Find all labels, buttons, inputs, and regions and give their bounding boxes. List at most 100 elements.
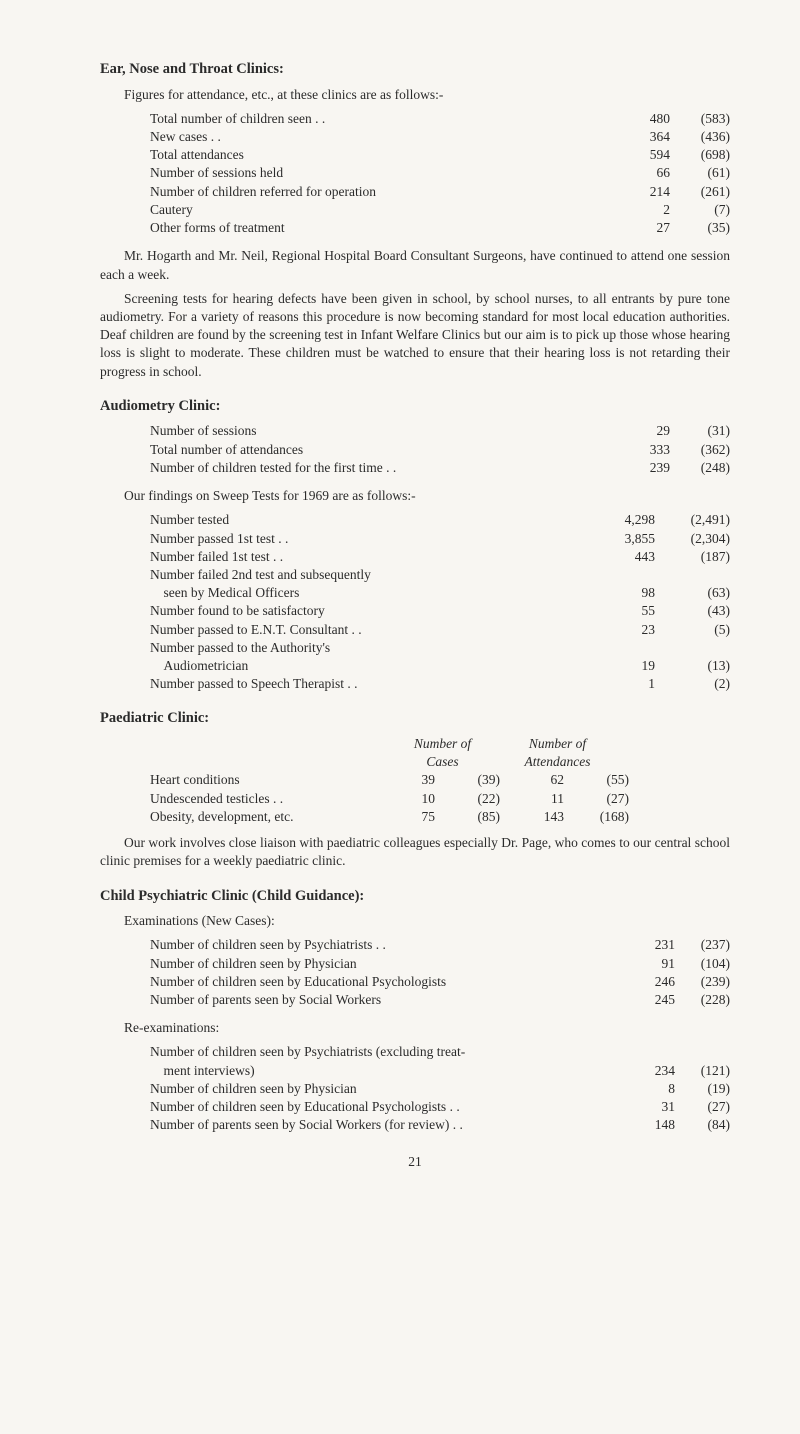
stat-row: Number of children seen by Psychiatrists… [150, 936, 730, 954]
stat-value-prev: (239) [675, 973, 730, 991]
stat-row: Number of sessions29(31) [150, 422, 730, 440]
stat-label: ment interviews) [150, 1062, 255, 1080]
stat-label: Number tested [150, 511, 229, 529]
stat-row: Number failed 1st test . .443(187) [150, 548, 730, 566]
paed-col1-header-l1: Number of [385, 735, 500, 753]
stat-row: Number of children seen by Psychiatrists… [150, 1043, 730, 1061]
stat-label: Number of children tested for the first … [150, 459, 396, 477]
stat-row: Number of parents seen by Social Workers… [150, 991, 730, 1009]
child-psych-sub2: Re-examinations: [100, 1019, 730, 1037]
stat-value: 333 [615, 441, 670, 459]
child-psych-sub1: Examinations (New Cases): [100, 912, 730, 930]
stat-row: Total attendances594(698) [150, 146, 730, 164]
paediatric-row-label: Heart conditions [150, 771, 385, 789]
audiometry-stats-block-1: Number of sessions29(31)Total number of … [150, 422, 730, 477]
paed-cases-prev: (85) [435, 808, 514, 826]
stat-label: Number failed 2nd test and subsequently [150, 566, 371, 584]
stat-value: 55 [590, 602, 655, 620]
stat-value: 23 [590, 621, 655, 639]
page-number: 21 [100, 1153, 730, 1171]
stat-row: Cautery2(7) [150, 201, 730, 219]
stat-row: Number of children seen by Physician 8(19… [150, 1080, 730, 1098]
stat-value: 239 [615, 459, 670, 477]
stat-value: 4,298 [590, 511, 655, 529]
stat-value: 29 [615, 422, 670, 440]
stat-value: 594 [615, 146, 670, 164]
stat-label: Total number of attendances [150, 441, 303, 459]
stat-row: Number of parents seen by Social Workers… [150, 1116, 730, 1134]
stat-value-prev: (228) [675, 991, 730, 1009]
section-heading-child-psych: Child Psychiatric Clinic (Child Guidance… [100, 887, 730, 907]
stat-label: Number of children referred for operatio… [150, 183, 376, 201]
stat-label: Number found to be satisfactory [150, 602, 325, 620]
stat-row: New cases . .364(436) [150, 128, 730, 146]
stat-value-prev: (121) [675, 1062, 730, 1080]
stat-value-prev: (5) [655, 621, 730, 639]
stat-label: Number of children seen by Physician [150, 955, 357, 973]
stat-label: Number of sessions held [150, 164, 283, 182]
stat-label: Number passed to the Authority's [150, 639, 330, 657]
audiometry-subhead: Our findings on Sweep Tests for 1969 are… [100, 487, 730, 505]
stat-label: Number of parents seen by Social Workers [150, 991, 381, 1009]
paediatric-para: Our work involves close liaison with pae… [100, 834, 730, 870]
stat-label: Number passed 1st test . . [150, 530, 288, 548]
paed-col2-header-l1: Number of [500, 735, 615, 753]
stat-value-prev: (436) [670, 128, 730, 146]
stat-value-prev: (35) [670, 219, 730, 237]
stat-label: Other forms of treatment [150, 219, 285, 237]
stat-row: Number passed to the Authority's [150, 639, 730, 657]
stat-value: 98 [590, 584, 655, 602]
ent-para1: Mr. Hogarth and Mr. Neil, Regional Hospi… [100, 247, 730, 283]
stat-label: Number of sessions [150, 422, 257, 440]
paed-attendances-prev: (27) [564, 790, 643, 808]
paed-cases-value: 10 [385, 790, 435, 808]
stat-value: 246 [625, 973, 675, 991]
stat-label: Audiometrician [150, 657, 248, 675]
stat-row: Number of children referred for operatio… [150, 183, 730, 201]
stat-value-prev: (104) [675, 955, 730, 973]
stat-row: Number of children seen by Physician 91(1… [150, 955, 730, 973]
stat-value: 31 [625, 1098, 675, 1116]
stat-label: Number passed to Speech Therapist . . [150, 675, 357, 693]
stat-value-prev: (19) [675, 1080, 730, 1098]
ent-para2: Screening tests for hearing defects have… [100, 290, 730, 381]
paed-col2-header-l2: Attendances [500, 753, 615, 771]
stat-label: Number of children seen by Psychiatrists… [150, 936, 386, 954]
audiometry-stats-block-2: Number tested4,298(2,491)Number passed 1… [150, 511, 730, 693]
ent-intro: Figures for attendance, etc., at these c… [100, 86, 730, 104]
stat-row: Number of children tested for the first … [150, 459, 730, 477]
stat-value: 443 [590, 548, 655, 566]
stat-value-prev: (583) [670, 110, 730, 128]
stat-value-prev: (13) [655, 657, 730, 675]
paed-attendances-value: 11 [514, 790, 564, 808]
stat-label: Number of children seen by Educational P… [150, 1098, 460, 1116]
stat-row: Audiometrician 19(13) [150, 657, 730, 675]
stat-value: 19 [590, 657, 655, 675]
stat-row: Total number of children seen . .480(583… [150, 110, 730, 128]
stat-label: Number of children seen by Physician [150, 1080, 357, 1098]
stat-row: Number of children seen by Educational P… [150, 973, 730, 991]
stat-label: Number of parents seen by Social Workers… [150, 1116, 463, 1134]
stat-label: Total number of children seen . . [150, 110, 325, 128]
stat-label: Number of children seen by Psychiatrists… [150, 1043, 465, 1061]
stat-value-prev: (2) [655, 675, 730, 693]
stat-value: 91 [625, 955, 675, 973]
stat-row: ment interviews)234(121) [150, 1062, 730, 1080]
stat-row: Number passed 1st test . .3,855(2,304) [150, 530, 730, 548]
stat-value-prev: (362) [670, 441, 730, 459]
ent-stats-block: Total number of children seen . .480(583… [150, 110, 730, 238]
stat-value: 364 [615, 128, 670, 146]
stat-value: 8 [625, 1080, 675, 1098]
stat-row: Number passed to Speech Therapist . .1(2… [150, 675, 730, 693]
stat-label: Total attendances [150, 146, 244, 164]
paediatric-row-label: Obesity, development, etc. [150, 808, 385, 826]
paediatric-row-label: Undescended testicles . . [150, 790, 385, 808]
section-heading-ent: Ear, Nose and Throat Clinics: [100, 60, 730, 80]
stat-row: Other forms of treatment27(35) [150, 219, 730, 237]
stat-label: seen by Medical Officers [150, 584, 299, 602]
paed-attendances-value: 62 [514, 771, 564, 789]
stat-label: Number of children seen by Educational P… [150, 973, 446, 991]
stat-value: 231 [625, 936, 675, 954]
child-psych-stats-block-2: Number of children seen by Psychiatrists… [150, 1043, 730, 1134]
stat-label: Number passed to E.N.T. Consultant . . [150, 621, 362, 639]
